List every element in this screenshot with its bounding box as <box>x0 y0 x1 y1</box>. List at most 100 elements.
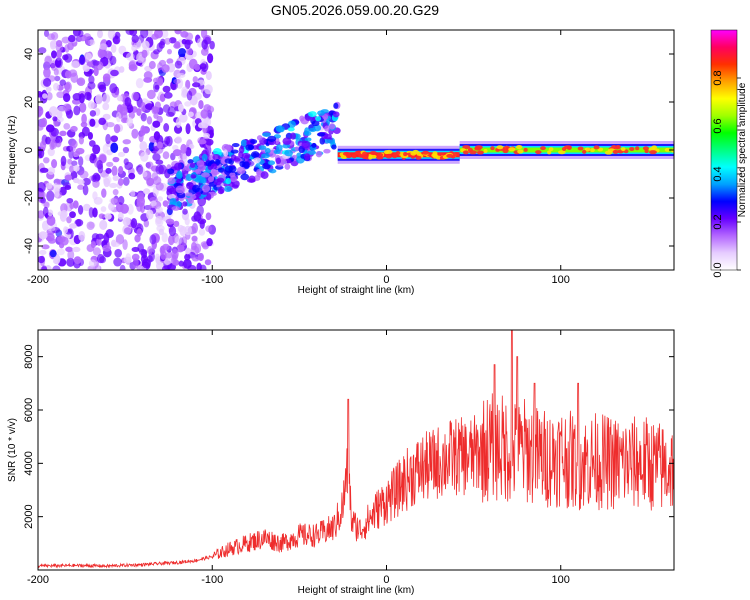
spectral-blob <box>200 48 209 56</box>
spectral-blob <box>368 155 373 160</box>
spectral-blob <box>131 253 140 261</box>
spectral-blob <box>136 196 146 207</box>
spectral-blob <box>160 38 166 46</box>
spectral-blob <box>135 77 144 89</box>
spectral-blob <box>204 84 213 95</box>
spectral-blob <box>118 166 124 175</box>
spectral-blob <box>71 60 80 69</box>
spectral-blob <box>95 94 103 105</box>
spectral-blob <box>644 149 649 154</box>
spectral-blob <box>242 161 250 169</box>
spectral-blob <box>51 158 58 169</box>
spectral-blob <box>120 106 128 116</box>
spectral-blob <box>156 141 163 149</box>
spectral-blob <box>431 153 438 158</box>
spectral-blob <box>67 158 73 165</box>
spectral-blob <box>262 132 271 137</box>
spectral-blob <box>78 230 86 242</box>
spectral-blob <box>150 200 157 207</box>
spectral-blob <box>130 218 138 229</box>
spectral-blob <box>317 110 325 116</box>
spectral-blob <box>102 102 110 111</box>
spectral-blob <box>649 150 657 155</box>
spectral-blob <box>174 235 183 246</box>
spectral-blob <box>535 150 542 155</box>
spectral-blob <box>131 91 140 101</box>
spectral-blob <box>113 124 121 134</box>
spectral-blob <box>248 175 256 183</box>
spectral-blob <box>96 254 105 264</box>
spectral-blob <box>153 30 163 39</box>
y-tick-label: 6000 <box>23 398 35 422</box>
spectral-blob <box>56 235 66 243</box>
spectral-blob <box>49 39 59 48</box>
spectral-blob <box>144 103 154 110</box>
spectral-blob <box>250 139 258 144</box>
spectral-blob <box>490 146 495 151</box>
spectral-blob <box>69 211 76 219</box>
spectral-blob <box>136 164 144 175</box>
spectral-blob <box>323 148 331 154</box>
spectral-blob <box>172 144 179 151</box>
spectral-blob <box>369 150 377 155</box>
spectral-blob <box>89 118 96 127</box>
spectral-blob <box>119 264 126 270</box>
spectral-blob <box>206 238 213 247</box>
spectral-blob <box>191 256 200 262</box>
x-tick-label: 0 <box>383 274 389 286</box>
spectral-blob <box>261 153 270 159</box>
spectral-blob <box>99 219 108 230</box>
spectral-blob <box>189 162 196 168</box>
spectral-blob <box>189 58 198 70</box>
snr-y-ticks: 2000 4000 6000 8000 <box>23 344 674 529</box>
spectral-blob <box>220 157 227 165</box>
spectral-blob <box>43 67 51 78</box>
spectral-blob <box>178 47 187 58</box>
spectral-blob <box>122 146 130 154</box>
spectral-blob <box>331 144 337 150</box>
spectral-blob <box>140 125 146 136</box>
spectral-blob <box>198 99 204 110</box>
spectral-blob <box>195 191 202 198</box>
spectral-blob <box>316 132 326 137</box>
spectral-blob <box>342 151 351 156</box>
spectral-blob <box>112 175 120 182</box>
spectral-blob <box>65 246 73 252</box>
spectral-blob <box>213 178 223 186</box>
spectral-blob <box>110 135 119 143</box>
spectral-blob <box>284 163 291 170</box>
spectral-blob <box>77 184 85 190</box>
spectral-blob <box>153 131 161 141</box>
spectral-blob <box>46 33 56 41</box>
spectral-blob <box>474 146 482 151</box>
spectral-blob <box>98 213 105 219</box>
spectral-blob <box>43 201 50 209</box>
spectral-blob <box>173 78 181 85</box>
spectral-blob <box>207 176 214 183</box>
spectral-blob <box>78 156 84 167</box>
spectral-blob <box>69 165 75 173</box>
spectral-blob <box>212 154 221 161</box>
spectral-blob <box>98 117 107 126</box>
spectral-blob <box>340 154 348 159</box>
spectral-blob <box>79 102 87 113</box>
spectral-blob <box>43 157 50 164</box>
spectral-blob <box>38 210 45 219</box>
spectral-blob <box>204 36 211 45</box>
spectral-blob <box>85 52 92 61</box>
spectral-blob <box>112 156 120 163</box>
spectral-blob <box>476 150 484 155</box>
spectral-blob <box>354 150 362 155</box>
spectral-blob <box>194 177 201 183</box>
spectral-blob <box>152 120 161 128</box>
spectral-blob <box>69 144 76 152</box>
spectral-blob <box>176 72 186 78</box>
spectral-blob <box>452 152 461 157</box>
spectral-blob <box>207 53 214 64</box>
spectral-blob <box>502 149 509 154</box>
spectral-blob <box>155 215 162 225</box>
spectral-blob <box>56 49 62 58</box>
spectral-blob <box>240 139 248 147</box>
spectral-blob <box>78 136 84 145</box>
spectral-blob <box>39 140 47 151</box>
